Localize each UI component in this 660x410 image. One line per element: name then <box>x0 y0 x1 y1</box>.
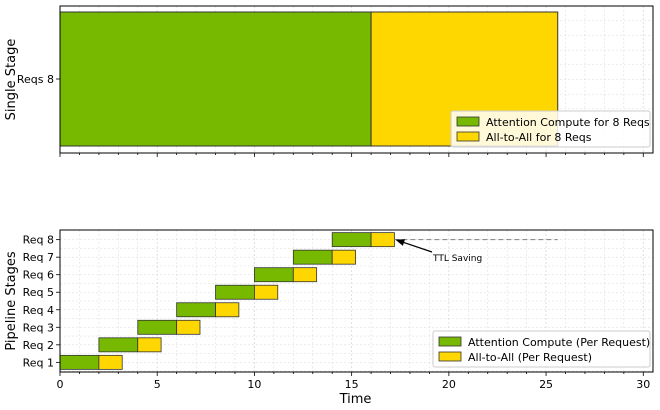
legend-box <box>432 330 651 368</box>
y-axis-title: Single Stage <box>4 39 19 121</box>
bar-all-to-all <box>370 232 395 248</box>
x-tick-label: 0 <box>57 378 64 391</box>
y-tick-label: Req 4 <box>23 304 54 317</box>
ttl-arrow-head <box>395 239 406 246</box>
bar-all-to-all <box>215 302 240 318</box>
y-tick-label: Req 6 <box>23 269 54 282</box>
plot-frame <box>59 5 654 154</box>
bar-attention-compute <box>292 249 333 265</box>
bottom-chart: 0 5 10 15 20 25 30 Req 1 Req 2 Req 3 Req 4 Req 5 Req… <box>4 229 654 407</box>
bar-attention-compute <box>98 337 139 353</box>
y-axis-title: Pipeline Stages <box>4 251 19 351</box>
bar-all-to-all <box>254 284 279 300</box>
bar-attention-compute <box>254 267 294 283</box>
x-tick-label: 15 <box>345 378 359 391</box>
bar-attention-compute <box>215 284 255 300</box>
legend-label: All-to-All (Per Request) <box>468 351 592 364</box>
x-tick-label: 25 <box>539 378 553 391</box>
bar-attention-compute <box>59 354 100 370</box>
x-tick-label: 5 <box>154 378 161 391</box>
legend: Attention Compute (Per Request) All-to-Al… <box>432 330 651 368</box>
legend-swatch <box>456 131 480 142</box>
legend: Attention Compute for 8 Reqs All-to-All f… <box>450 110 651 148</box>
y-tick-label: Req 2 <box>23 339 54 352</box>
y-tick-label: Req 1 <box>23 356 54 369</box>
y-tick-label: Reqs 8 <box>17 73 54 86</box>
ttl-annotation-label: TTL Saving <box>432 254 482 264</box>
bar-attention-compute <box>331 232 372 248</box>
bar-all-to-all <box>331 249 356 265</box>
bar-all-to-all <box>176 319 201 335</box>
x-tick-label: 10 <box>247 378 261 391</box>
y-tick-label: Req 5 <box>23 286 54 299</box>
legend-swatch <box>438 336 462 347</box>
bar-all-to-all <box>98 354 123 370</box>
y-tick-label: Req 3 <box>23 321 54 334</box>
bar-attention-compute <box>59 11 372 147</box>
bar-attention-compute <box>137 319 178 335</box>
legend-label: All-to-All for 8 Reqs <box>486 131 592 144</box>
y-tick-label: Req 7 <box>23 251 54 264</box>
bar-all-to-all <box>137 337 162 353</box>
ttl-arrow-shaft <box>401 241 433 253</box>
x-tick-label: 20 <box>442 378 456 391</box>
legend-swatch <box>438 351 462 362</box>
bar-attention-compute <box>176 302 216 318</box>
plot-frame <box>59 229 654 373</box>
legend-label: Attention Compute for 8 Reqs <box>486 116 650 129</box>
legend-box <box>450 110 651 148</box>
x-axis-title: Time <box>339 392 372 407</box>
legend-label: Attention Compute (Per Request) <box>468 336 650 349</box>
legend-swatch <box>456 116 480 127</box>
bar-all-to-all <box>292 267 318 283</box>
x-tick-label: 30 <box>636 378 650 391</box>
y-tick-label: Req 8 <box>23 234 54 247</box>
